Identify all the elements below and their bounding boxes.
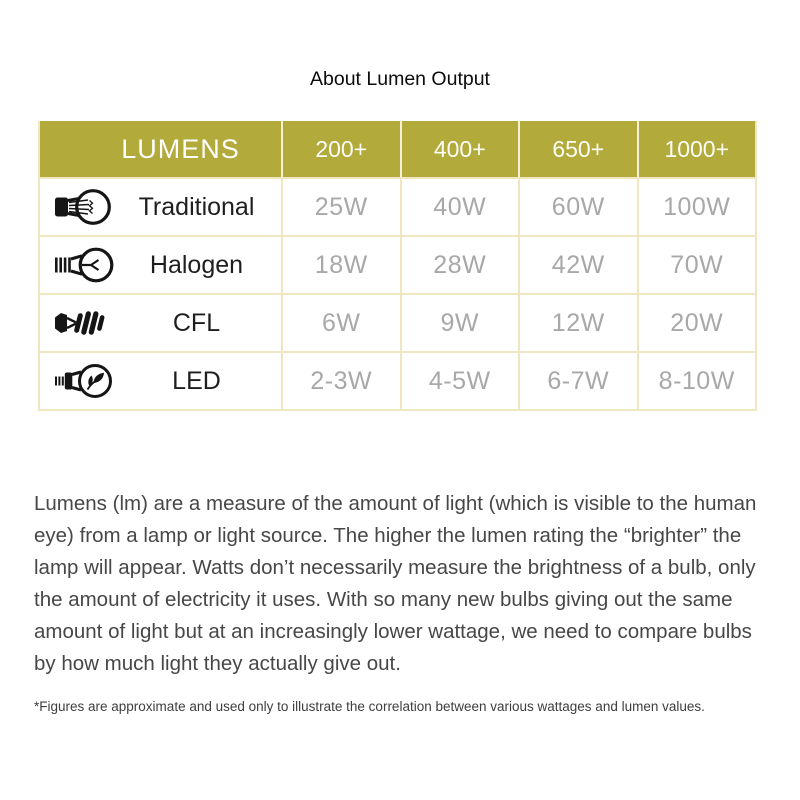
wattage-value: 8-10W (636, 353, 756, 409)
table-row-led: LED 2-3W 4-5W 6-7W 8-10W (40, 351, 755, 409)
wattage-value: 42W (518, 237, 637, 293)
column-header-200plus: 200+ (281, 121, 400, 177)
wattage-value: 6-7W (518, 353, 637, 409)
column-header-400plus: 400+ (399, 121, 519, 177)
lumen-comparison-table: LUMENS 200+ 400+ 650+ 1000+ Traditional (38, 121, 757, 411)
wattage-value: 60W (518, 179, 637, 235)
row-header-led: LED (40, 353, 281, 409)
row-label: LED (172, 366, 221, 395)
wattage-value: 6W (281, 295, 400, 351)
lumens-header-cell: LUMENS (121, 133, 240, 164)
row-header-traditional: Traditional (40, 179, 281, 235)
traditional-bulb-icon (54, 185, 120, 229)
wattage-value: 25W (281, 179, 400, 235)
table-row-traditional: Traditional 25W 40W 60W 100W (40, 177, 755, 235)
halogen-bulb-icon (54, 243, 120, 287)
wattage-value: 9W (399, 295, 519, 351)
wattage-value: 100W (636, 179, 756, 235)
page-title: About Lumen Output (310, 68, 490, 90)
row-label: Traditional (138, 192, 255, 221)
cfl-bulb-icon (54, 301, 120, 345)
row-header-halogen: Halogen (40, 237, 281, 293)
wattage-value: 12W (518, 295, 637, 351)
wattage-value: 28W (399, 237, 519, 293)
wattage-value: 4-5W (399, 353, 519, 409)
lumens-description-text: Lumens (lm) are a measure of the amount … (34, 491, 757, 675)
wattage-value: 18W (281, 237, 400, 293)
table-header-row: LUMENS 200+ 400+ 650+ 1000+ (40, 121, 755, 177)
row-label: CFL (172, 308, 221, 337)
column-header-1000plus: 1000+ (636, 121, 756, 177)
wattage-value: 2-3W (281, 353, 400, 409)
footnote-text: *Figures are approximate and used only t… (34, 699, 705, 714)
table-row-cfl: CFL 6W 9W 12W 20W (40, 293, 755, 351)
wattage-value: 70W (636, 237, 756, 293)
table-row-halogen: Halogen 18W 28W 42W 70W (40, 235, 755, 293)
column-header-650plus: 650+ (518, 121, 637, 177)
row-label: Halogen (149, 250, 244, 279)
wattage-value: 40W (399, 179, 519, 235)
led-bulb-icon (54, 359, 120, 403)
wattage-value: 20W (636, 295, 756, 351)
row-header-cfl: CFL (40, 295, 281, 351)
